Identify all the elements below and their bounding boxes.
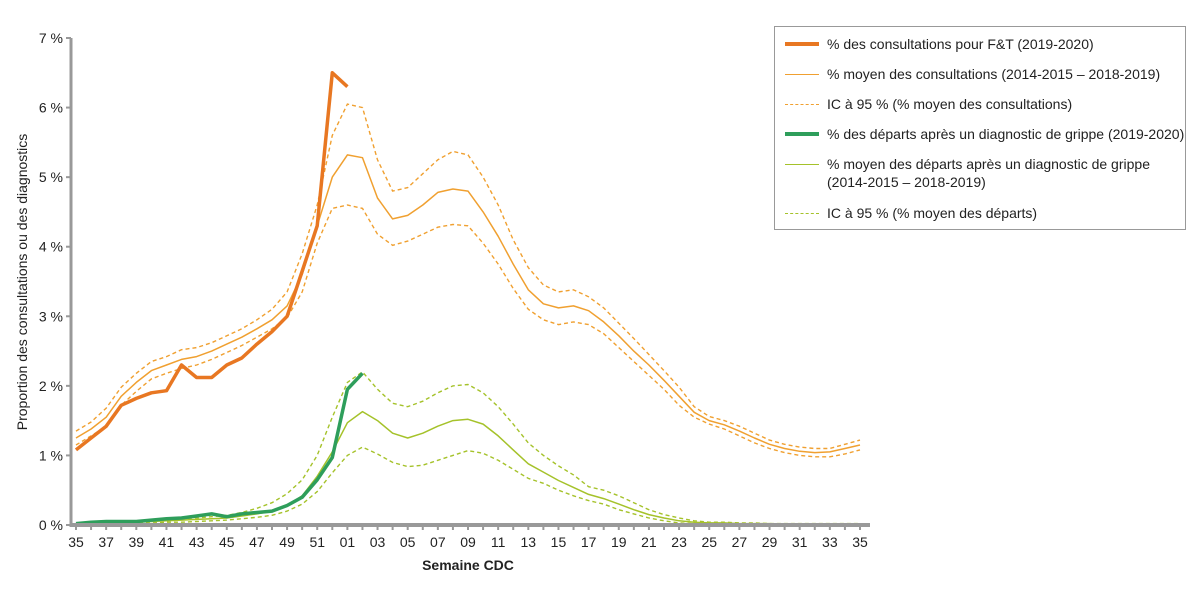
- x-tick-label: 35: [852, 534, 868, 550]
- x-tick-label: 13: [521, 534, 537, 550]
- legend-item: % des départs après un diagnostic de gri…: [785, 125, 1184, 143]
- legend-label: % moyen des départs après un diagnostic …: [827, 156, 1150, 172]
- y-tick-label: 4 %: [39, 239, 63, 255]
- legend-swatch-solid-orange: [785, 65, 819, 83]
- legend-swatch-thick-green: [785, 125, 819, 143]
- legend-label: IC à 95 % (% moyen des consultations): [827, 96, 1073, 112]
- x-tick-label: 21: [641, 534, 657, 550]
- ci-upper-line: [75, 103, 861, 450]
- x-tick-label: 45: [219, 534, 235, 550]
- legend-label: IC à 95 % (% moyen des départs): [827, 205, 1038, 221]
- ci-lower-line: [76, 446, 860, 526]
- x-tick-label: 15: [551, 534, 567, 550]
- legend-label: % des départs après un diagnostic de gri…: [827, 126, 1185, 142]
- x-tick-label: 19: [611, 534, 627, 550]
- x-tick-label: 27: [732, 534, 748, 550]
- y-axis-title: Proportion des consultations ou des diag…: [14, 134, 30, 431]
- y-tick-label: 1 %: [39, 447, 63, 463]
- legend-item: IC à 95 % (% moyen des départs): [785, 204, 1037, 222]
- legend-item: % moyen des consultations (2014-2015 – 2…: [785, 65, 1160, 83]
- x-tick-label: 51: [309, 534, 325, 550]
- legend-swatch-dashed-green: [785, 204, 819, 222]
- ci-lower-line: [75, 204, 861, 458]
- x-tick-label: 25: [701, 534, 717, 550]
- legend-swatch-dashed-orange: [785, 95, 819, 113]
- x-tick-label: 41: [159, 534, 175, 550]
- legend-label: % des consultations pour F&T (2019-2020): [827, 36, 1094, 52]
- x-tick-label: 43: [189, 534, 205, 550]
- y-tick-label: 3 %: [39, 308, 63, 324]
- legend-label: % moyen des consultations (2014-2015 – 2…: [827, 66, 1161, 82]
- legend-item: % moyen des départs après un diagnostic …: [785, 155, 1150, 191]
- x-tick-label: 11: [491, 534, 506, 550]
- legend-swatch-thick-orange: [785, 35, 819, 53]
- y-tick-label: 7 %: [39, 30, 63, 46]
- x-tick-label: 09: [460, 534, 476, 550]
- x-tick-label: 31: [792, 534, 808, 550]
- x-tick-label: 05: [400, 534, 416, 550]
- x-tick-label: 03: [370, 534, 386, 550]
- legend-item: IC à 95 % (% moyen des consultations): [785, 95, 1072, 113]
- x-tick-label: 35: [68, 534, 84, 550]
- x-tick-label: 17: [581, 534, 597, 550]
- legend-item: % des consultations pour F&T (2019-2020): [785, 35, 1094, 53]
- series-line: [74, 71, 349, 452]
- series-line: [75, 372, 364, 526]
- legend-label-line2: (2014-2015 – 2018-2019): [827, 174, 986, 190]
- x-axis-title: Semaine CDC: [422, 557, 514, 573]
- y-tick-label: 6 %: [39, 100, 63, 116]
- legend-swatch-solid-green: [785, 155, 819, 173]
- x-tick-label: 37: [98, 534, 114, 550]
- ci-upper-line: [75, 370, 860, 525]
- legend: % des consultations pour F&T (2019-2020)…: [774, 26, 1186, 230]
- x-tick-label: 39: [129, 534, 145, 550]
- x-tick-label: 23: [671, 534, 687, 550]
- y-tick-label: 0 %: [39, 517, 63, 533]
- series-line: [75, 154, 861, 454]
- x-tick-label: 33: [822, 534, 838, 550]
- y-tick-label: 5 %: [39, 169, 63, 185]
- x-tick-label: 29: [762, 534, 778, 550]
- x-tick-label: 47: [249, 534, 265, 550]
- x-tick-label: 07: [430, 534, 446, 550]
- series-line: [75, 410, 860, 526]
- y-tick-label: 2 %: [39, 378, 63, 394]
- x-tick-label: 49: [279, 534, 295, 550]
- x-tick-label: 01: [340, 534, 356, 550]
